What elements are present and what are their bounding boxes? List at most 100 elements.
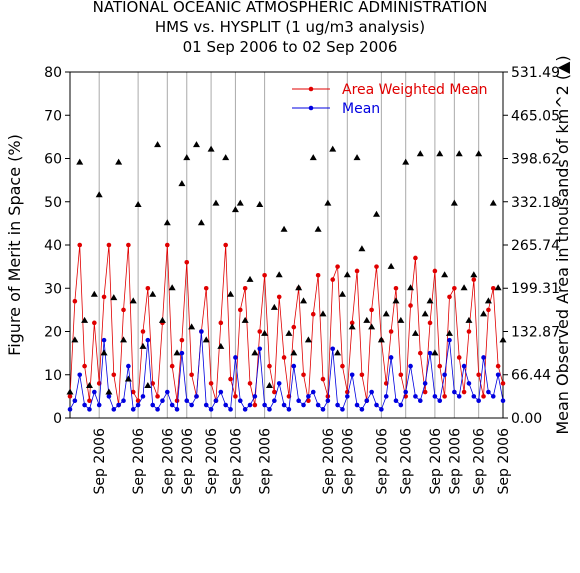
triangle-marker (343, 271, 351, 278)
point (481, 355, 486, 360)
triangle-marker (392, 297, 400, 304)
point (310, 311, 316, 317)
point (335, 264, 340, 269)
point (199, 329, 204, 334)
point (369, 307, 374, 313)
point (267, 407, 272, 412)
y2-tick-label: 0.00 (511, 411, 542, 427)
triangle-marker (81, 316, 89, 323)
point (213, 398, 219, 404)
series-line (69, 331, 504, 411)
triangle-marker (309, 154, 317, 161)
point (461, 363, 467, 369)
triangle-marker (295, 284, 303, 291)
x-tick-label: Sep 2006 (204, 428, 220, 495)
point (208, 381, 214, 386)
triangle-marker (71, 336, 79, 343)
point (262, 272, 267, 278)
triangle-marker (445, 329, 453, 336)
triangle-marker (217, 342, 225, 349)
point (174, 398, 180, 404)
x-tick-label: Sep 2006 (399, 428, 415, 495)
triangle-marker (387, 262, 395, 269)
triangle-marker (76, 158, 84, 165)
point (437, 363, 443, 369)
triangle-marker (110, 294, 118, 301)
point (242, 407, 248, 412)
point (471, 277, 477, 282)
triangle-marker (270, 303, 278, 310)
y-tick-label: 60 (44, 152, 62, 168)
triangle-marker (85, 381, 93, 388)
x-tick-label: Sep 2006 (258, 428, 274, 495)
point (432, 268, 438, 274)
point (252, 394, 258, 399)
point (486, 307, 491, 313)
triangle-marker (441, 271, 449, 278)
triangle-marker (246, 275, 254, 282)
point (242, 285, 248, 291)
point (452, 285, 457, 291)
point (340, 407, 345, 412)
x-tick-label: Sep 2006 (340, 428, 356, 495)
triangle-marker (484, 297, 492, 304)
point (276, 381, 282, 386)
point (228, 376, 233, 382)
point (272, 398, 277, 404)
point (325, 394, 331, 399)
chart-title: NATIONAL OCEANIC ATMOSPHERIC ADMINISTRAT… (93, 0, 488, 16)
triangle-marker (280, 225, 288, 232)
x-tick-label: Sep 2006 (472, 428, 488, 495)
point (189, 402, 194, 408)
point (223, 242, 228, 248)
triangle-marker (397, 316, 405, 323)
triangle-marker (275, 271, 283, 278)
point (174, 407, 180, 412)
triangle-marker (475, 150, 483, 157)
point (257, 329, 263, 334)
point (476, 372, 481, 378)
triangle-marker (95, 191, 103, 198)
triangle-marker (411, 329, 419, 336)
point (67, 394, 73, 399)
point (106, 394, 112, 399)
legend-marker (308, 86, 314, 92)
y2-tick-label: 531.49 (511, 65, 560, 81)
point (135, 402, 141, 408)
triangle-marker (494, 284, 502, 291)
triangle-marker (241, 316, 249, 323)
triangle-marker (290, 349, 298, 356)
point (237, 398, 243, 404)
point (490, 285, 496, 291)
point (456, 355, 462, 360)
triangle-marker (455, 150, 463, 157)
triangle-marker (382, 310, 390, 317)
chart-title: HMS vs. HYSPLIT (1 ug/m3 analysis) (155, 18, 425, 36)
point (67, 407, 73, 412)
point (160, 398, 165, 404)
point (413, 394, 418, 399)
triangle-marker (120, 336, 128, 343)
triangle-marker (212, 199, 220, 206)
point (481, 394, 486, 399)
triangle-marker (90, 290, 98, 297)
x-tick-label: Sep 2006 (160, 428, 176, 495)
point (247, 402, 253, 408)
point (179, 350, 185, 356)
point (447, 337, 452, 343)
point (447, 294, 452, 300)
x-tick-label: Sep 2006 (92, 428, 108, 495)
legend-label: Area Weighted Mean (342, 82, 488, 98)
point (432, 394, 438, 399)
triangle-marker (353, 154, 361, 161)
point (126, 363, 131, 369)
point (427, 350, 433, 356)
point (452, 389, 457, 395)
triangle-marker (251, 349, 259, 356)
point (359, 407, 365, 412)
point (442, 394, 447, 399)
triangle-marker (436, 150, 444, 157)
point (398, 402, 404, 408)
triangle-marker (480, 310, 488, 317)
